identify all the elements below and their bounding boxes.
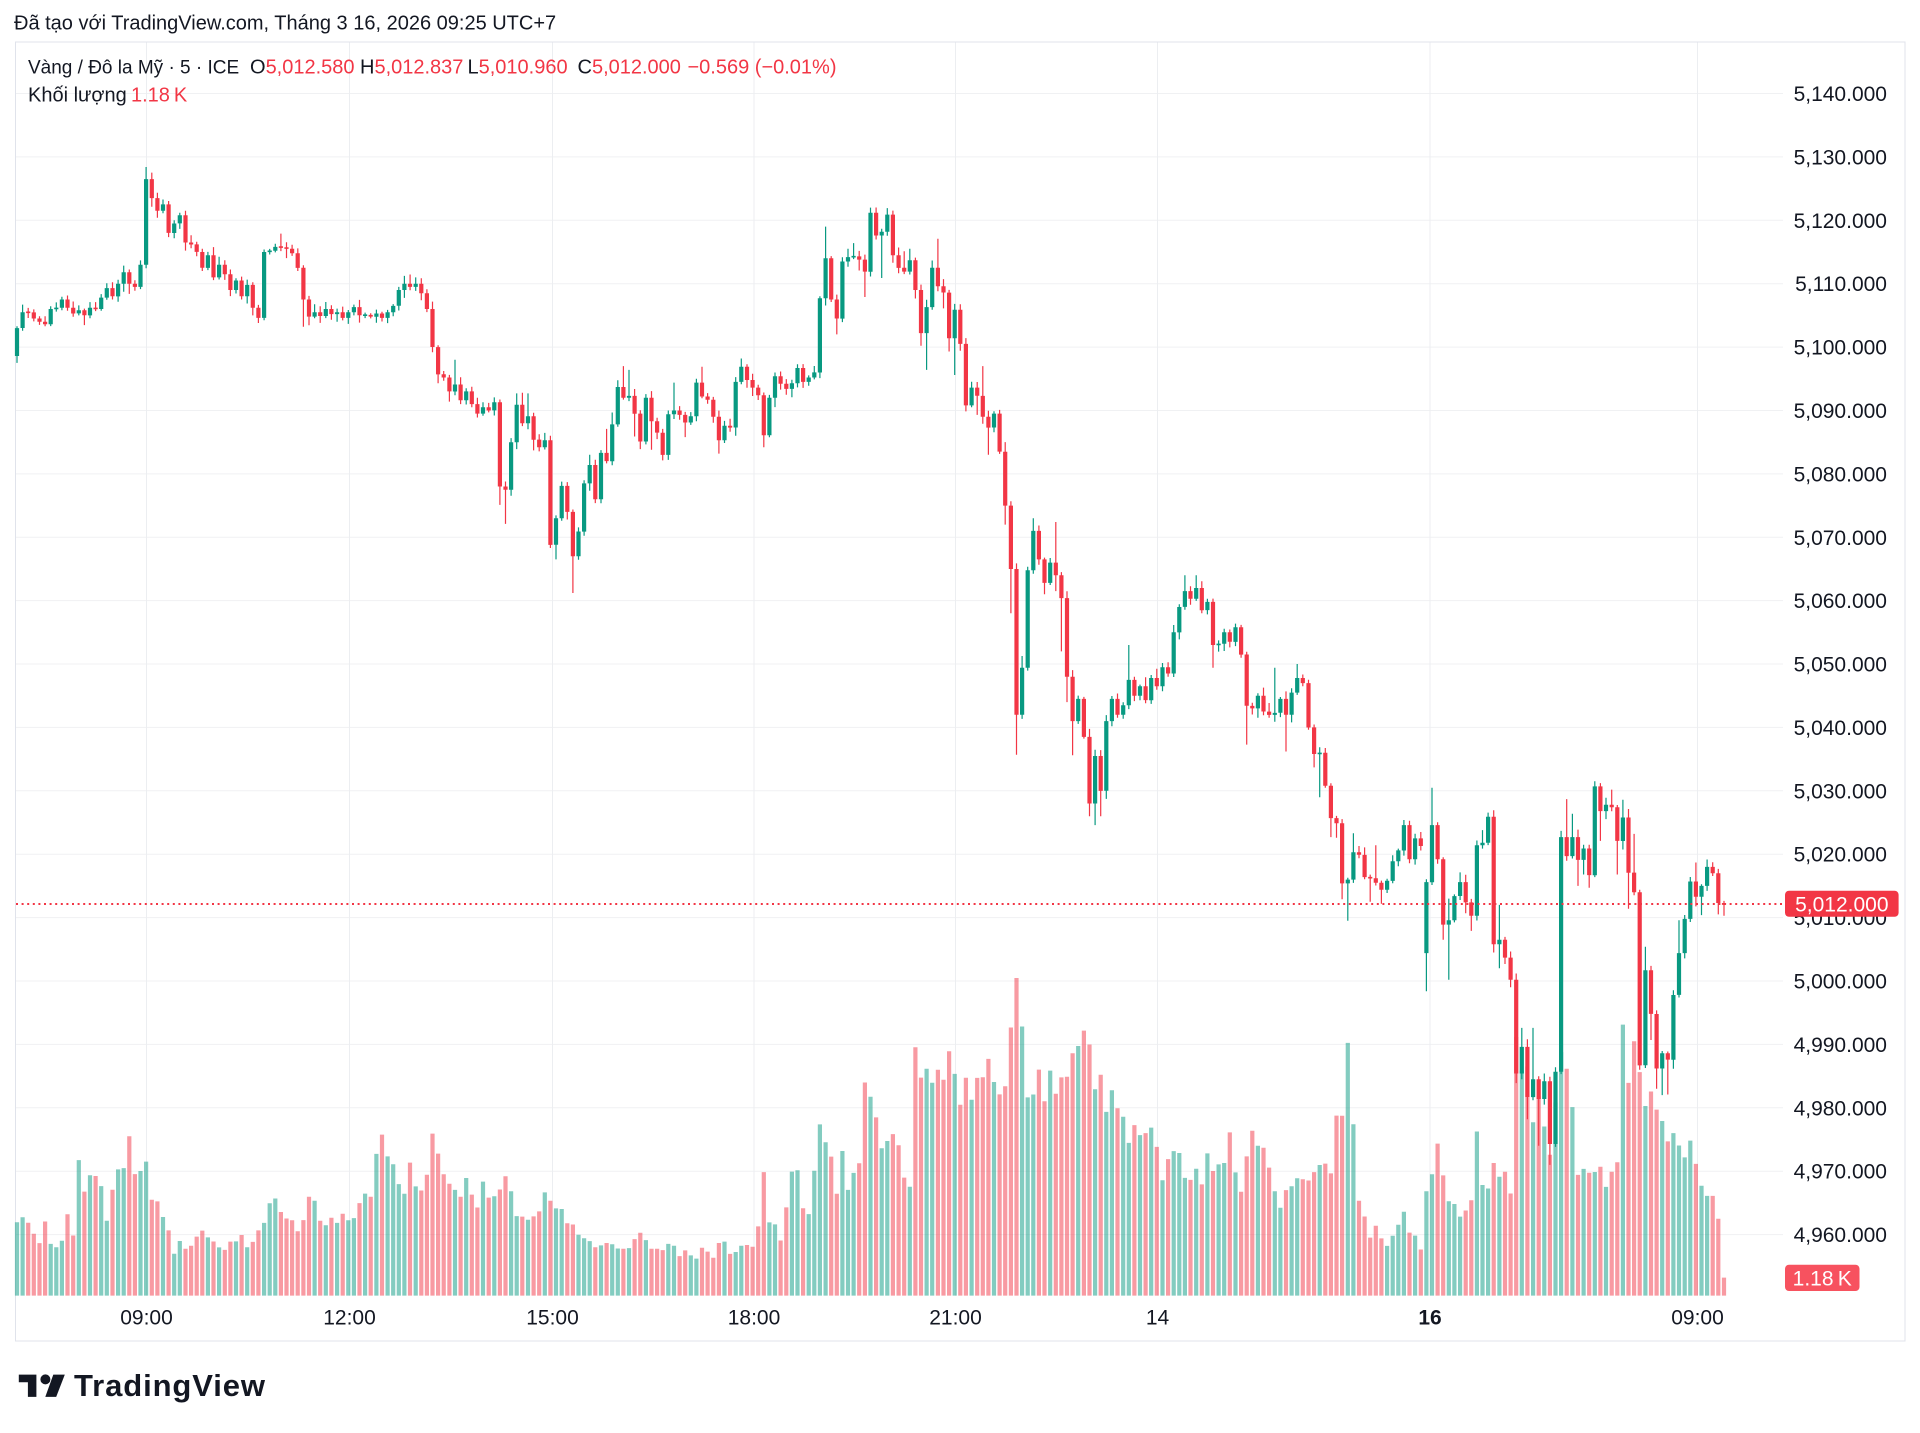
svg-text:Vàng / Đô la Mỹ · 5 · ICE: Vàng / Đô la Mỹ · 5 · ICE (28, 58, 239, 79)
svg-text:5,140.000: 5,140.000 (1794, 83, 1887, 106)
svg-text:O5,012.580: O5,012.580 (250, 57, 355, 79)
svg-text:5,080.000: 5,080.000 (1794, 463, 1887, 486)
svg-text:4,990.000: 4,990.000 (1794, 1034, 1887, 1057)
svg-text:5,120.000: 5,120.000 (1794, 210, 1887, 233)
svg-text:5,090.000: 5,090.000 (1794, 400, 1887, 423)
svg-text:14: 14 (1146, 1307, 1170, 1330)
svg-text:C5,012.000: C5,012.000 (578, 57, 681, 79)
svg-text:Khối lượng: Khối lượng (28, 85, 127, 107)
svg-text:4,960.000: 4,960.000 (1794, 1224, 1887, 1247)
svg-text:5,050.000: 5,050.000 (1794, 654, 1887, 677)
svg-text:Đã tạo với TradingView.com, Th: Đã tạo với TradingView.com, Tháng 3 16, … (14, 13, 556, 35)
svg-text:09:00: 09:00 (1671, 1307, 1724, 1330)
svg-text:5,030.000: 5,030.000 (1794, 780, 1887, 803)
svg-text:16: 16 (1418, 1307, 1441, 1330)
svg-text:15:00: 15:00 (526, 1307, 579, 1330)
svg-text:09:00: 09:00 (120, 1307, 173, 1330)
svg-text:5,060.000: 5,060.000 (1794, 590, 1887, 613)
svg-text:4,980.000: 4,980.000 (1794, 1097, 1887, 1120)
svg-text:1.18 K: 1.18 K (1793, 1267, 1852, 1290)
svg-text:5,020.000: 5,020.000 (1794, 844, 1887, 867)
svg-text:12:00: 12:00 (323, 1307, 376, 1330)
svg-text:H5,012.837: H5,012.837 (360, 57, 463, 79)
svg-text:5,100.000: 5,100.000 (1794, 337, 1887, 360)
svg-text:1.18 K: 1.18 K (131, 85, 188, 107)
svg-text:TradingView: TradingView (74, 1368, 266, 1403)
svg-text:5,130.000: 5,130.000 (1794, 146, 1887, 169)
svg-text:5,000.000: 5,000.000 (1794, 971, 1887, 994)
svg-text:5,040.000: 5,040.000 (1794, 717, 1887, 740)
svg-text:5,012.000: 5,012.000 (1795, 893, 1888, 916)
svg-text:5,070.000: 5,070.000 (1794, 527, 1887, 550)
svg-text:L5,010.960: L5,010.960 (468, 57, 568, 79)
svg-text:4,970.000: 4,970.000 (1794, 1161, 1887, 1184)
svg-text:−0.569 (−0.01%): −0.569 (−0.01%) (688, 57, 837, 79)
svg-text:5,110.000: 5,110.000 (1795, 273, 1887, 296)
svg-text:21:00: 21:00 (929, 1307, 982, 1330)
svg-text:18:00: 18:00 (728, 1307, 781, 1330)
